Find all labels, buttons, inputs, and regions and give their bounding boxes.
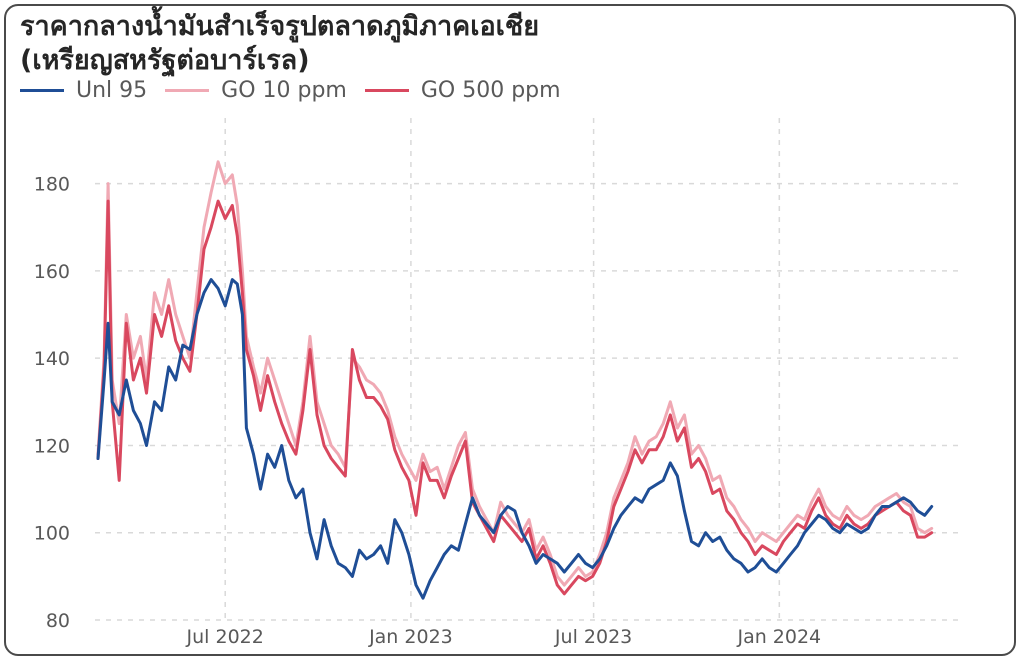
legend-item-unl95: Unl 95 [20, 78, 147, 103]
legend-swatch-unl95 [20, 88, 64, 92]
chart-subtitle-text: (เหรียญสหรัฐต่อบาร์เรล) [20, 45, 310, 76]
legend-item-go10: GO 10 ppm [165, 78, 347, 103]
x-tick-label-2: Jul 2023 [554, 626, 632, 648]
chart-title-text: ราคากลางน้ำมันสำเร็จรูปตลาดภูมิภาคเอเชีย [20, 11, 540, 42]
series-line-go-500-ppm [96, 199, 934, 596]
legend-label-unl95: Unl 95 [76, 77, 148, 103]
y-tick-label-160: 160 [34, 261, 70, 283]
y-tick-label-140: 140 [34, 348, 70, 370]
legend-label-go500: GO 500 ppm [420, 77, 561, 103]
x-tick-label-1: Jan 2023 [368, 626, 453, 648]
legend-swatch-go10 [165, 88, 210, 92]
y-tick-label-100: 100 [34, 523, 70, 545]
chart-title: ราคากลางน้ำมันสำเร็จรูปตลาดภูมิภาคเอเชีย… [20, 10, 1000, 78]
y-tick-label-180: 180 [34, 174, 70, 196]
x-tick-label-3: Jan 2024 [736, 626, 821, 648]
series-layer [96, 160, 934, 600]
axis-layer: 80 100 120 140 160 180 Jul 2022 Jan 2023 Jul 202… [34, 174, 821, 648]
y-tick-label-120: 120 [34, 435, 70, 457]
chart-legend: Unl 95 GO 10 ppm GO 500 ppm [20, 76, 579, 104]
legend-label-go10: GO 10 ppm [221, 77, 347, 103]
legend-swatch-go500 [364, 88, 409, 92]
legend-item-go500: GO 500 ppm [364, 77, 561, 103]
y-tick-label-80: 80 [46, 610, 70, 632]
series-line-unl-95 [96, 278, 934, 600]
x-tick-label-0: Jul 2022 [186, 626, 264, 648]
series-line-go-10-ppm [96, 160, 934, 587]
